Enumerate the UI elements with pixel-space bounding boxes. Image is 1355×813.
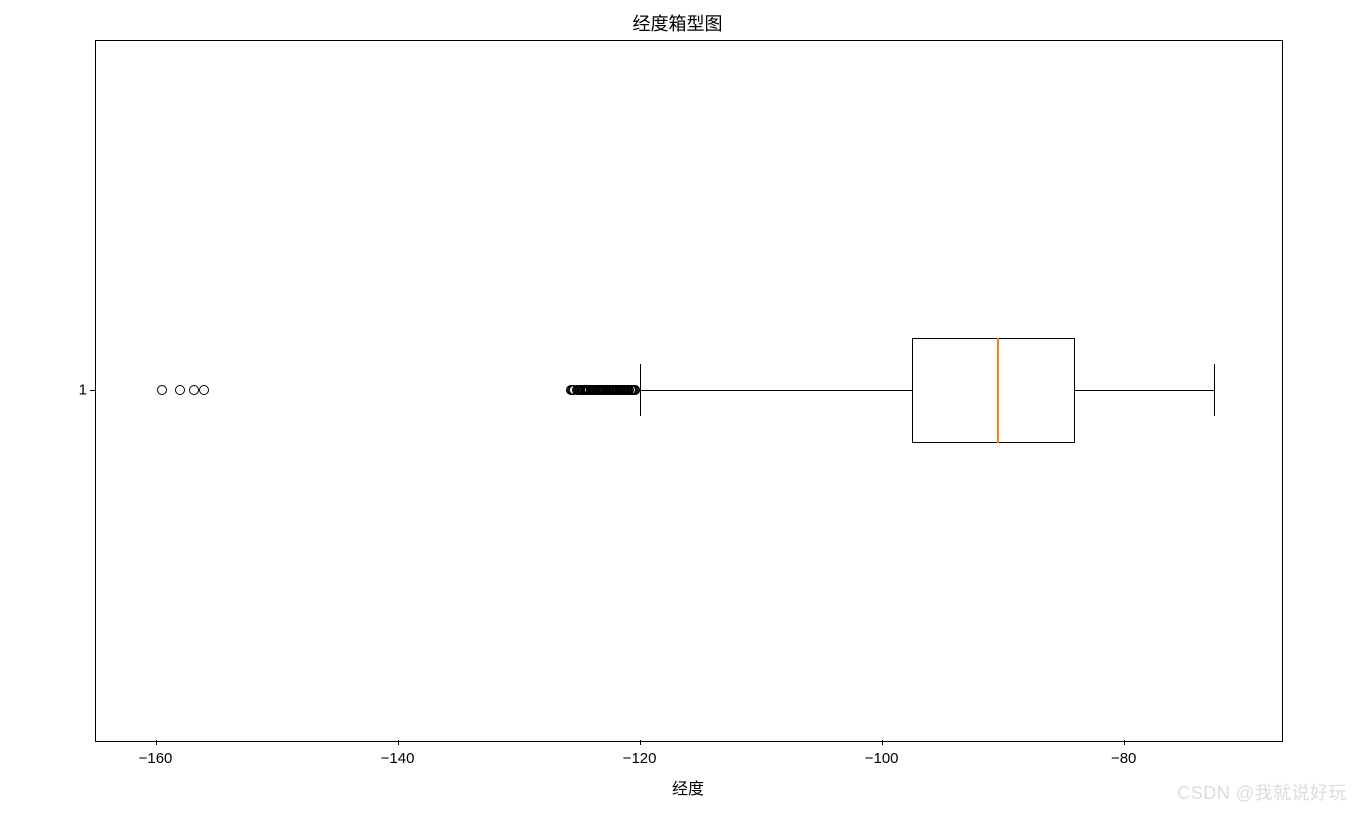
x-tick <box>882 740 883 745</box>
chart-container: 经度箱型图 经度 CSDN @我就说好玩 <box>0 0 1355 813</box>
whisker-line <box>1075 390 1214 391</box>
watermark: CSDN @我就说好玩 <box>1177 779 1347 805</box>
median-line <box>997 338 999 443</box>
x-tick-label: −140 <box>381 750 415 767</box>
outlier-marker <box>189 385 199 395</box>
outlier-marker <box>157 385 167 395</box>
whisker-line <box>640 390 912 391</box>
outlier-marker <box>175 385 185 395</box>
x-tick <box>156 740 157 745</box>
box-rect <box>912 338 1075 443</box>
chart-title: 经度箱型图 <box>0 10 1355 36</box>
x-axis-label: 经度 <box>672 775 704 799</box>
x-tick-label: −120 <box>623 750 657 767</box>
x-tick-label: −100 <box>865 750 899 767</box>
x-tick <box>398 740 399 745</box>
x-tick-label: −160 <box>139 750 173 767</box>
plot-area <box>95 40 1283 742</box>
outlier-marker <box>630 385 640 395</box>
outlier-marker <box>199 385 209 395</box>
x-tick <box>640 740 641 745</box>
y-tick <box>90 390 95 391</box>
x-tick <box>1124 740 1125 745</box>
cap-line <box>1214 364 1215 417</box>
x-tick-label: −80 <box>1111 750 1136 767</box>
y-tick-label: 1 <box>67 382 87 399</box>
